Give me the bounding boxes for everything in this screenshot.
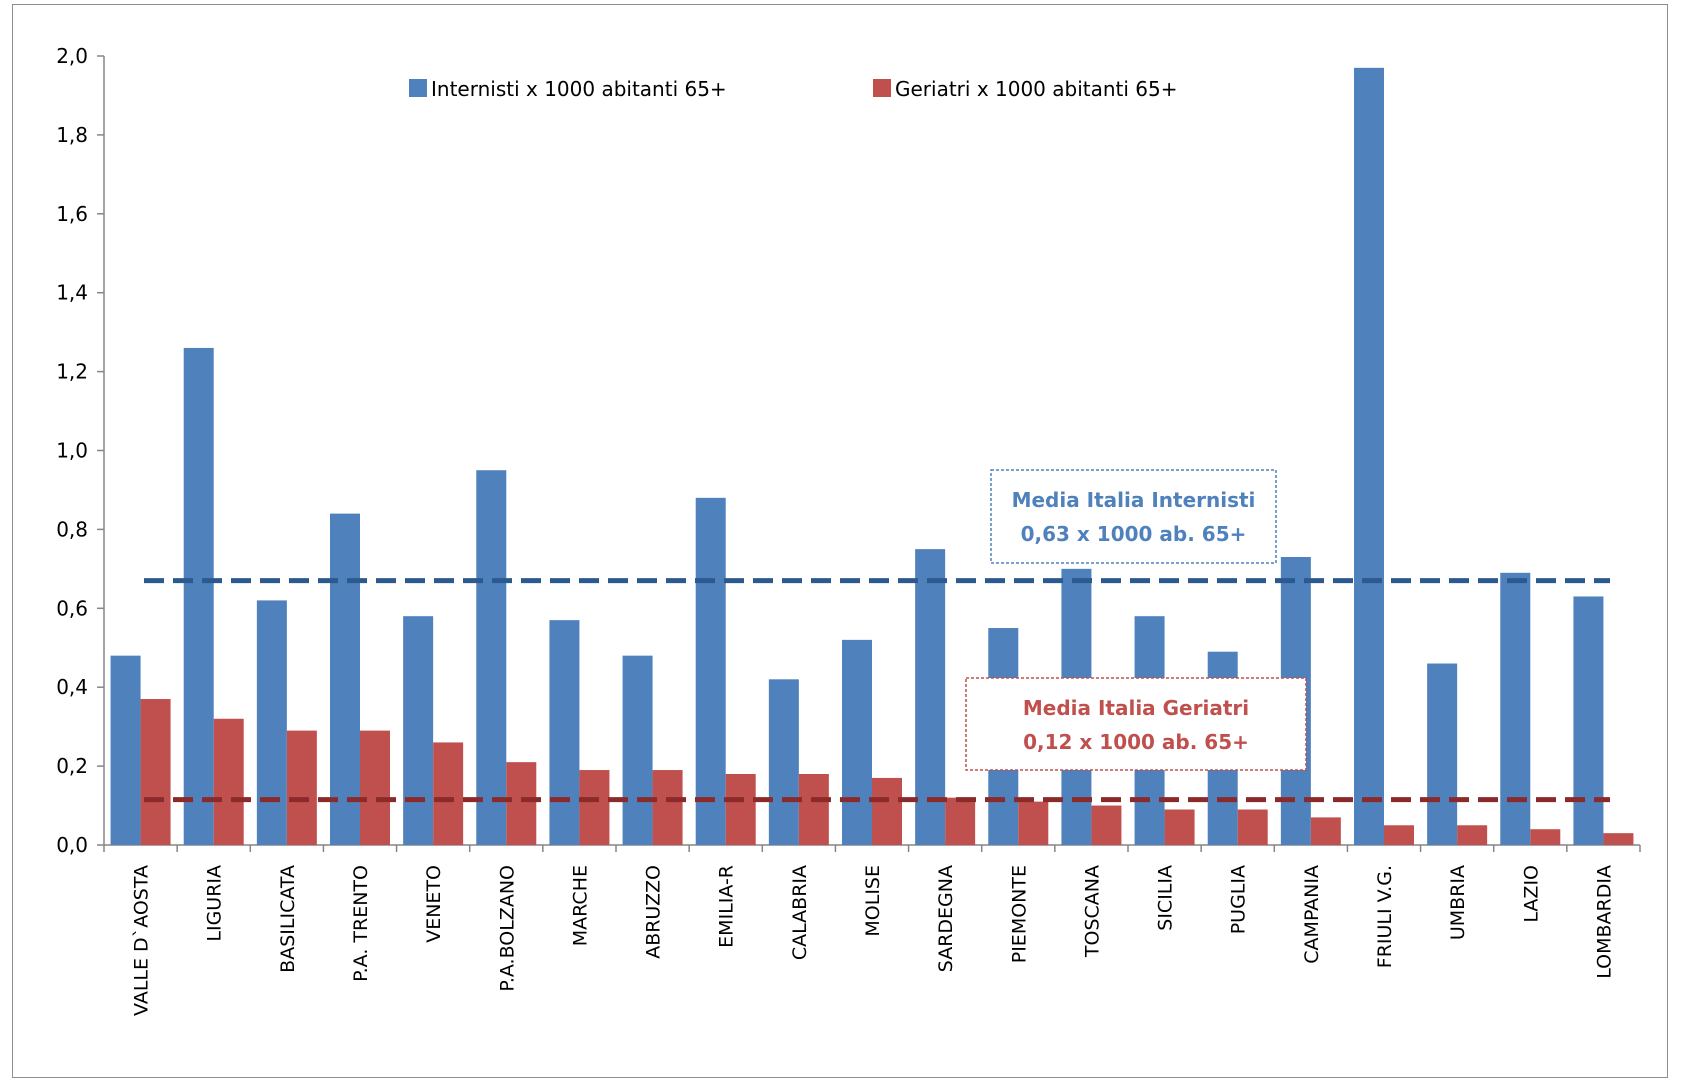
bar-geriatri bbox=[1237, 809, 1268, 845]
x-category-label: ABRUZZO bbox=[643, 865, 665, 959]
y-tick-label: 1,8 bbox=[56, 123, 88, 147]
bar-geriatri bbox=[140, 699, 171, 845]
x-category-label: UMBRIA bbox=[1447, 865, 1469, 940]
bar-internisti bbox=[330, 513, 360, 845]
y-tick-label: 1,6 bbox=[56, 202, 88, 226]
bar-geriatri bbox=[360, 730, 390, 845]
x-category-label: FRIULI V.G. bbox=[1374, 865, 1396, 968]
bar-geriatri bbox=[1384, 825, 1414, 845]
bar-geriatri bbox=[1603, 833, 1634, 845]
y-tick-label: 1,0 bbox=[56, 439, 88, 463]
annotation-internisti-box bbox=[990, 469, 1277, 564]
bar-geriatri bbox=[945, 797, 976, 845]
x-category-label: LOMBARDIA bbox=[1593, 865, 1615, 979]
bar-internisti bbox=[476, 470, 507, 845]
x-category-label: BASILICATA bbox=[277, 865, 299, 973]
x-category-label: P.A.BOLZANO bbox=[496, 865, 518, 992]
bar-geriatri bbox=[433, 742, 464, 845]
x-category-label: TOSCANA bbox=[1081, 865, 1103, 958]
bar-internisti bbox=[549, 620, 580, 845]
bar-internisti bbox=[256, 600, 287, 845]
y-tick-label: 0,4 bbox=[56, 675, 88, 699]
x-category-label: P.A. TRENTO bbox=[350, 865, 372, 982]
bar-internisti bbox=[622, 655, 653, 845]
bar-internisti bbox=[403, 616, 434, 845]
bar-geriatri bbox=[1530, 829, 1561, 845]
annotation-geriatri-box bbox=[965, 677, 1307, 771]
x-category-label: SICILIA bbox=[1155, 865, 1177, 931]
y-tick-label: 0,8 bbox=[56, 517, 88, 541]
y-tick-label: 0,2 bbox=[56, 754, 88, 778]
bar-geriatri bbox=[286, 730, 317, 845]
bar-geriatri bbox=[1310, 817, 1341, 845]
y-tick-label: 1,4 bbox=[56, 281, 88, 305]
x-category-label: SARDEGNA bbox=[935, 865, 957, 972]
y-tick-label: 2,0 bbox=[56, 44, 88, 68]
bar-geriatri bbox=[1457, 825, 1488, 845]
bar-geriatri bbox=[872, 777, 902, 845]
bar-geriatri bbox=[1091, 805, 1122, 845]
y-tick-label: 1,2 bbox=[56, 360, 88, 384]
bar-geriatri bbox=[1164, 809, 1195, 845]
bar-geriatri bbox=[579, 770, 610, 845]
bar-geriatri bbox=[652, 770, 683, 845]
annotation-geriatri-line2: 0,12 x 1000 ab. 65+ bbox=[1023, 730, 1249, 754]
annotation-internisti-line2: 0,63 x 1000 ab. 65+ bbox=[1021, 522, 1247, 546]
x-category-label: CAMPANIA bbox=[1301, 865, 1323, 964]
y-tick-label: 0,6 bbox=[56, 596, 88, 620]
x-category-label: LIGURIA bbox=[204, 865, 226, 942]
y-tick-label: 0,0 bbox=[56, 833, 88, 857]
bar-geriatri bbox=[798, 773, 829, 845]
bar-geriatri bbox=[506, 762, 537, 845]
x-category-label: LAZIO bbox=[1520, 865, 1542, 923]
x-category-label: CALABRIA bbox=[789, 865, 811, 960]
chart-frame bbox=[12, 4, 1668, 1078]
legend-swatch-internisti bbox=[409, 79, 427, 97]
bar-internisti bbox=[695, 497, 726, 845]
annotation-geriatri-line1: Media Italia Geriatri bbox=[1023, 696, 1249, 720]
bar-internisti bbox=[842, 639, 872, 845]
bar-internisti bbox=[1500, 572, 1531, 845]
x-category-label: MOLISE bbox=[862, 865, 884, 937]
bar-internisti bbox=[1354, 67, 1384, 845]
x-category-label: PIEMONTE bbox=[1008, 865, 1030, 963]
bar-internisti bbox=[768, 679, 799, 845]
x-category-label: VENETO bbox=[423, 865, 445, 943]
x-category-label: EMILIA-R bbox=[716, 865, 738, 948]
bar-internisti bbox=[915, 549, 946, 845]
bar-internisti bbox=[110, 655, 141, 845]
bar-internisti bbox=[1573, 596, 1604, 845]
x-category-label: VALLE D`AOSTA bbox=[131, 865, 153, 1016]
x-category-label: PUGLIA bbox=[1228, 865, 1250, 934]
legend-label-geriatri: Geriatri x 1000 abitanti 65+ bbox=[895, 77, 1178, 101]
x-category-label: MARCHE bbox=[569, 865, 591, 946]
bar-internisti bbox=[1427, 663, 1458, 845]
bar-geriatri bbox=[1018, 801, 1049, 845]
legend-label-internisti: Internisti x 1000 abitanti 65+ bbox=[431, 77, 727, 101]
annotation-internisti-line1: Media Italia Internisti bbox=[1012, 488, 1256, 512]
bar-geriatri bbox=[725, 773, 756, 845]
bar-internisti bbox=[183, 347, 214, 845]
legend-swatch-geriatri bbox=[873, 79, 891, 97]
bar-geriatri bbox=[213, 718, 244, 845]
